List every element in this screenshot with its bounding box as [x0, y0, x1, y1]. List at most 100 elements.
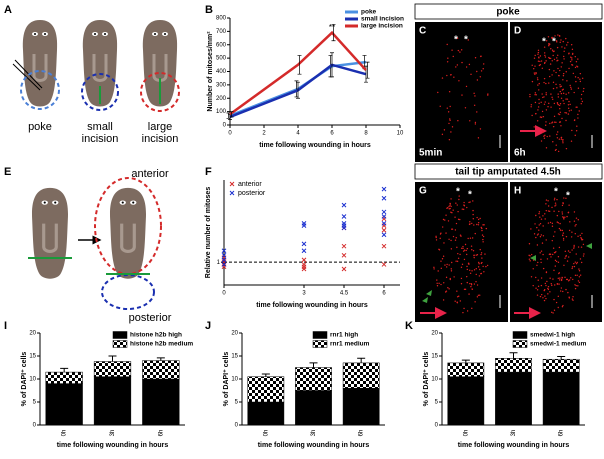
- speckle: [566, 215, 568, 218]
- legend-swatch: [312, 340, 328, 348]
- speckle: [554, 205, 556, 207]
- legend-label: rnr1 high: [330, 332, 358, 339]
- speckle: [581, 232, 583, 235]
- speckle: [570, 88, 573, 90]
- speckle: [472, 200, 474, 202]
- speckle: [547, 210, 550, 212]
- speckle: [558, 113, 561, 116]
- speckle: [578, 276, 581, 278]
- star: *: [454, 35, 458, 46]
- speckle: [537, 51, 540, 54]
- legend-label: small incision: [361, 16, 404, 23]
- y-tick-label: 400: [216, 69, 227, 75]
- speckle: [557, 150, 560, 153]
- speckle: [539, 223, 542, 225]
- speckle: [563, 197, 565, 199]
- speckle: [536, 226, 538, 229]
- speckle: [483, 271, 485, 273]
- image-header: poke: [496, 7, 520, 18]
- speckle: [574, 76, 577, 78]
- speckle: [549, 221, 552, 224]
- speckle: [556, 282, 559, 285]
- speckle: [556, 133, 558, 136]
- speckle: [447, 287, 449, 289]
- speckle: [552, 235, 555, 237]
- x-tick-label: 8: [364, 131, 368, 137]
- speckle: [548, 68, 551, 71]
- speckle: [543, 137, 546, 139]
- speckle: [561, 216, 564, 218]
- speckle: [460, 266, 463, 268]
- speckle: [552, 81, 555, 84]
- speckle: [538, 56, 540, 58]
- speckle: [538, 224, 540, 226]
- speckle: [534, 54, 536, 57]
- speckle: [551, 225, 554, 227]
- point: [301, 248, 307, 254]
- speckle: [562, 304, 564, 307]
- speckle: [569, 84, 571, 87]
- speckle: [540, 277, 543, 279]
- speckle: [463, 205, 466, 207]
- speckle: [446, 43, 448, 46]
- speckle: [558, 34, 561, 37]
- point: [301, 257, 307, 263]
- speckle: [556, 41, 558, 43]
- speckle: [559, 108, 561, 110]
- speckle: [554, 149, 557, 152]
- speckle: [548, 42, 550, 45]
- speckle: [576, 261, 578, 264]
- speckle: [556, 214, 559, 217]
- speckle: [476, 284, 479, 286]
- speckle: [567, 291, 569, 294]
- bar-segment: [142, 360, 180, 380]
- speckle: [557, 93, 559, 95]
- speckle: [577, 87, 580, 89]
- speckle: [545, 82, 547, 85]
- speckle: [580, 261, 583, 264]
- speckle: [535, 94, 538, 96]
- speckle: [442, 218, 445, 221]
- speckle: [539, 216, 541, 218]
- speckle: [542, 267, 545, 270]
- speckle: [550, 311, 553, 313]
- speckle: [570, 109, 572, 111]
- speckle: [466, 281, 468, 284]
- texts: A B C D E F G H I J K poke small incision…: [4, 4, 570, 332]
- speckle: [575, 253, 577, 255]
- bar-segment: [142, 378, 180, 426]
- speckle: [572, 299, 574, 301]
- speckle: [568, 52, 570, 54]
- speckle: [564, 111, 566, 114]
- speckle: [561, 229, 564, 232]
- x-tick-label: 0: [222, 291, 226, 297]
- speckle: [433, 266, 435, 269]
- speckle: [530, 276, 533, 278]
- speckle: [560, 66, 562, 68]
- speckle: [557, 222, 560, 224]
- speckle: [578, 281, 581, 284]
- speckle: [577, 280, 580, 282]
- speckle: [536, 120, 539, 122]
- speckle: [560, 125, 562, 127]
- speckle: [462, 245, 464, 248]
- speckle: [482, 224, 484, 226]
- speckle: [440, 232, 442, 234]
- y-tick-label: 5: [235, 400, 239, 406]
- speckle: [568, 67, 570, 70]
- speckle: [470, 245, 473, 247]
- speckle: [558, 104, 561, 107]
- speckle: [559, 290, 562, 292]
- speckle: [540, 284, 543, 287]
- speckle: [465, 249, 467, 252]
- legend-label: posterior: [238, 190, 266, 197]
- speckle: [552, 54, 554, 57]
- speckle: [553, 269, 555, 272]
- speckle: [544, 213, 546, 215]
- star: *: [552, 37, 556, 48]
- speckle: [459, 218, 461, 221]
- legend-swatch: [512, 340, 528, 348]
- y-tick-label: 20: [29, 331, 36, 337]
- speckle: [570, 56, 572, 58]
